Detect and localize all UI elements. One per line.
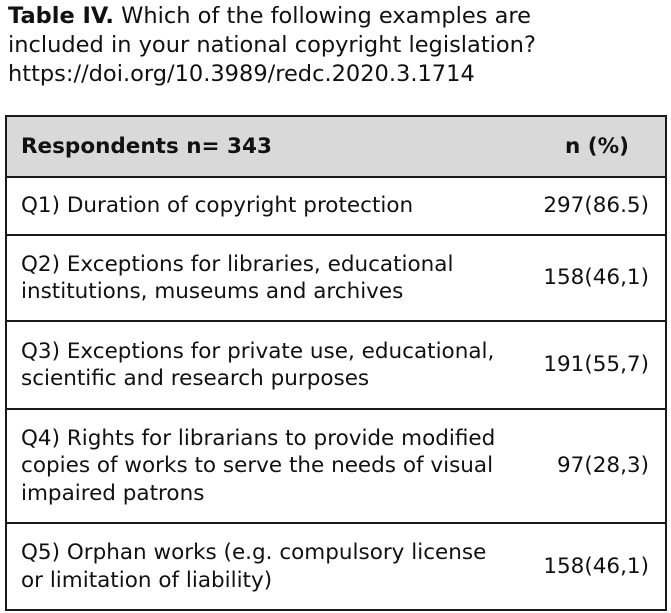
table-row: Q2) Exceptions for libraries, educationa… bbox=[5, 234, 667, 322]
table-row: Q1) Duration of copyright protection 297… bbox=[5, 176, 667, 236]
table-label: Table IV. bbox=[8, 3, 114, 29]
question-text: Q1) Duration of copyright protection bbox=[21, 193, 414, 219]
table-body: Q1) Duration of copyright protection 297… bbox=[5, 176, 667, 611]
table-caption: Table IV. Which of the following example… bbox=[8, 2, 658, 89]
question-cell: Q1) Duration of copyright protection bbox=[5, 176, 521, 236]
question-text: Q5) Orphan works (e.g. compulsory licens… bbox=[21, 540, 487, 593]
value-cell: 158(46,1) bbox=[521, 522, 667, 611]
question-cell: Q4) Rights for librarians to provide mod… bbox=[5, 408, 521, 524]
survey-results-table: Respondents n= 343 n (%) Q1) Duration of… bbox=[5, 115, 667, 611]
header-row: Respondents n= 343 n (%) bbox=[5, 115, 667, 178]
header-respondents: Respondents n= 343 bbox=[5, 115, 521, 178]
table-row: Q4) Rights for librarians to provide mod… bbox=[5, 408, 667, 524]
question-cell: Q2) Exceptions for libraries, educationa… bbox=[5, 234, 521, 322]
caption-line-1: Table IV. Which of the following example… bbox=[8, 2, 658, 31]
caption-title-start: Which of the following examples are bbox=[113, 3, 532, 29]
value-cell: 158(46,1) bbox=[521, 234, 667, 322]
value-cell: 97(28,3) bbox=[521, 408, 667, 524]
caption-title-end: included in your national copyright legi… bbox=[8, 32, 536, 58]
table-row: Q3) Exceptions for private use, educatio… bbox=[5, 320, 667, 410]
table-header: Respondents n= 343 n (%) bbox=[5, 115, 667, 178]
question-cell: Q3) Exceptions for private use, educatio… bbox=[5, 320, 521, 410]
question-cell: Q5) Orphan works (e.g. compulsory licens… bbox=[5, 522, 521, 611]
value-cell: 297(86.5) bbox=[521, 176, 667, 236]
value-cell: 191(55,7) bbox=[521, 320, 667, 410]
question-text: Q3) Exceptions for private use, educatio… bbox=[21, 338, 495, 392]
caption-doi-link: https://doi.org/10.3989/redc.2020.3.1714 bbox=[8, 61, 475, 87]
table-row: Q5) Orphan works (e.g. compulsory licens… bbox=[5, 522, 667, 611]
header-n-percent: n (%) bbox=[521, 115, 667, 178]
question-text: Q2) Exceptions for libraries, educationa… bbox=[21, 251, 454, 305]
question-text: Q4) Rights for librarians to provide mod… bbox=[21, 425, 496, 506]
